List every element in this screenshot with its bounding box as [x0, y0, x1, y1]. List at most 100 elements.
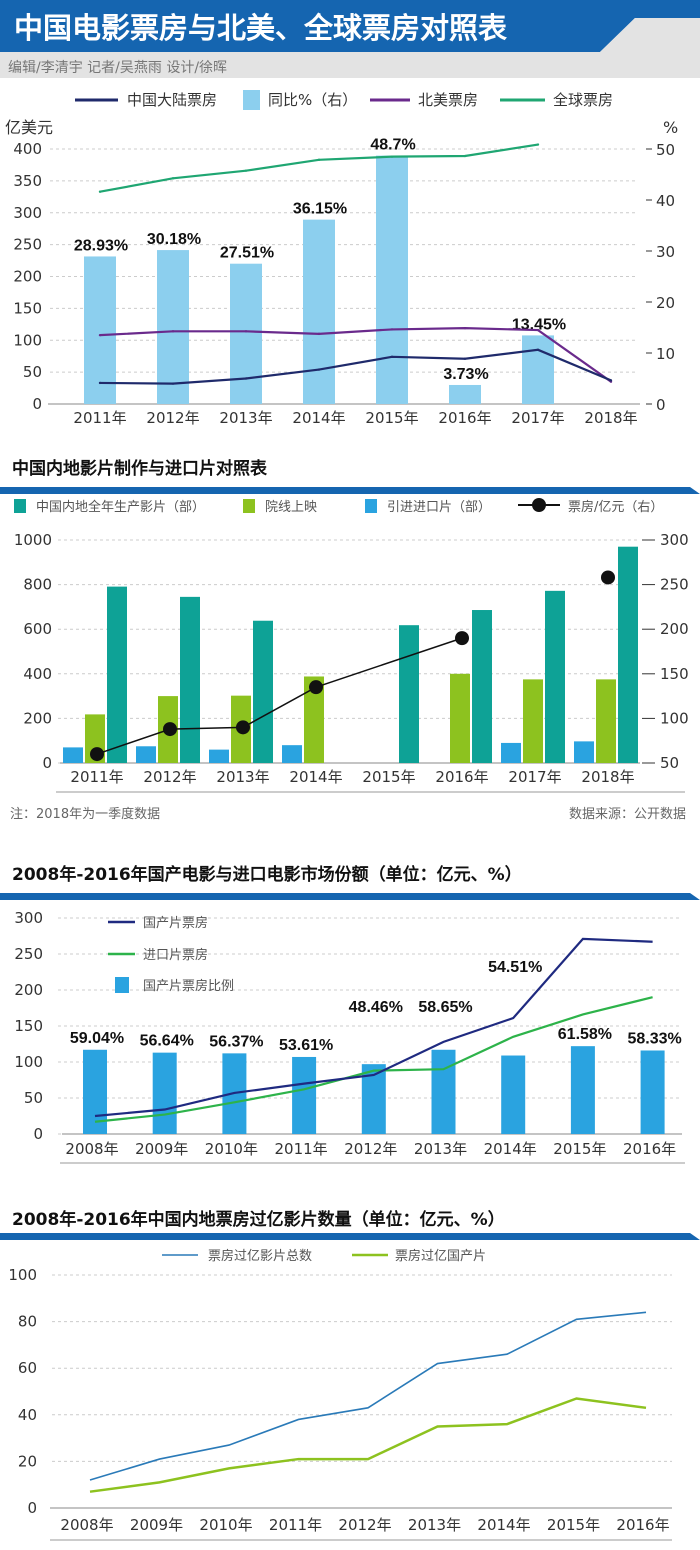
- bar-domestic-share: [501, 1055, 526, 1134]
- bar-domestic-share: [640, 1050, 665, 1134]
- data-point: [463, 357, 467, 360]
- legend-label: 北美票房: [418, 91, 478, 109]
- x-tick-label: 2014年: [477, 1516, 530, 1534]
- y2-tick-label: 200: [660, 620, 689, 638]
- bar-yoy: [84, 256, 116, 404]
- x-tick-label: 2014年: [484, 1140, 537, 1158]
- section-divider: [0, 1233, 700, 1240]
- title-band: [0, 0, 700, 52]
- legend-label: 院线上映: [265, 500, 317, 515]
- data-label: 53.61%: [279, 1037, 333, 1054]
- x-tick-label: 2017年: [511, 409, 564, 427]
- data-point: [390, 355, 394, 359]
- data-label: 27.51%: [220, 245, 274, 262]
- bar-0: [136, 746, 156, 763]
- source-note: 数据来源：公开数据: [569, 807, 686, 822]
- x-tick-label: 2009年: [135, 1140, 188, 1158]
- bar-0: [209, 749, 229, 763]
- y-tick-label: 200: [23, 709, 52, 727]
- data-label: 36.15%: [293, 201, 347, 218]
- data-label: 48.46%: [349, 999, 403, 1016]
- x-tick-label: 2012年: [143, 768, 196, 786]
- data-label: 56.37%: [209, 1033, 263, 1050]
- x-tick-label: 2013年: [408, 1516, 461, 1534]
- data-label: 3.73%: [443, 366, 488, 383]
- x-tick-label: 2015年: [362, 768, 415, 786]
- x-tick-label: 2011年: [269, 1516, 322, 1534]
- bar-2: [253, 620, 273, 763]
- series-line-3: [99, 143, 539, 193]
- legend-swatch: [243, 499, 255, 513]
- data-label: 54.51%: [488, 959, 542, 976]
- x-tick-label: 2013年: [216, 768, 269, 786]
- series-line-1: [94, 996, 653, 1123]
- data-point-boxoffice: [163, 722, 177, 737]
- bar-2: [545, 590, 565, 763]
- y-tick-label: 1000: [14, 531, 52, 549]
- bar-0: [501, 742, 521, 763]
- legend-label: 票房过亿国产片: [395, 1248, 486, 1264]
- y-tick-label: 350: [13, 172, 42, 190]
- data-label: 59.04%: [70, 1030, 124, 1047]
- y-tick-label: 400: [13, 140, 42, 158]
- legend-label: 进口片票房: [143, 947, 208, 963]
- y-tick-label: 150: [14, 1017, 43, 1035]
- x-tick-label: 2018年: [581, 768, 634, 786]
- bar-2: [618, 546, 638, 763]
- series-line-0: [89, 1311, 647, 1481]
- bar-yoy: [230, 263, 262, 404]
- legend-label: 票房过亿影片总数: [208, 1248, 312, 1264]
- x-tick-label: 2016年: [616, 1516, 669, 1534]
- data-label: 30.18%: [147, 231, 201, 248]
- bar-1: [304, 676, 324, 763]
- data-point: [536, 348, 540, 352]
- bar-yoy: [303, 219, 335, 404]
- x-tick-label: 2015年: [553, 1140, 606, 1158]
- chart-market-share: 0 50 100 150 200 250 300 59.04% 56.64% 56.37% 53.6…: [0, 893, 700, 1164]
- data-label: 56.64%: [140, 1033, 194, 1050]
- y-axis-label: 亿美元: [5, 118, 53, 137]
- legend-marker: [532, 498, 546, 512]
- bar-1: [523, 679, 543, 763]
- data-point: [317, 332, 321, 336]
- y2-tick-label: 20: [656, 294, 675, 312]
- bar-1: [450, 673, 470, 763]
- x-tick-label: 2014年: [289, 768, 342, 786]
- bar-2: [399, 625, 419, 763]
- chart4-title: 2008年-2016年中国内地票房过亿影片数量（单位：亿元、%）: [12, 1209, 505, 1230]
- y2-tick-label: 250: [660, 576, 689, 594]
- legend-label: 引进进口片（部）: [387, 500, 491, 515]
- y2-tick-label: 300: [660, 531, 689, 549]
- series-line-1: [89, 1397, 647, 1493]
- data-point: [98, 333, 102, 337]
- y-tick-label: 200: [14, 981, 43, 999]
- data-point-boxoffice: [455, 631, 469, 646]
- x-tick-label: 2009年: [130, 1516, 183, 1534]
- data-point: [390, 155, 394, 158]
- footnote: 注：2018年为一季度数据: [10, 806, 160, 822]
- bar-1: [596, 679, 616, 763]
- x-tick-label: 2017年: [508, 768, 561, 786]
- legend-swatch-yoy: [243, 90, 260, 110]
- data-point: [244, 330, 248, 333]
- bar-2: [472, 610, 492, 763]
- bar-domestic-share: [292, 1056, 317, 1134]
- y-tick-label: 600: [23, 620, 52, 638]
- data-point: [536, 328, 540, 332]
- chart3-title: 2008年-2016年国产电影与进口电影市场份额（单位：亿元、%）: [12, 864, 522, 885]
- section-divider: [0, 893, 700, 900]
- x-tick-label: 2018年: [584, 409, 637, 427]
- x-tick-label: 2013年: [219, 409, 272, 427]
- y-tick-label: 100: [14, 1053, 43, 1071]
- y-tick-label: 40: [18, 1406, 37, 1424]
- data-point: [171, 330, 175, 333]
- y-tick-label: 100: [8, 1266, 37, 1284]
- y2-tick-label: 30: [656, 243, 675, 261]
- y2-tick-label: 0: [656, 396, 666, 414]
- y-tick-label: 150: [13, 299, 42, 317]
- x-tick-label: 2010年: [199, 1516, 252, 1534]
- y-tick-label: 60: [18, 1359, 37, 1377]
- y-tick-label: 20: [18, 1452, 37, 1470]
